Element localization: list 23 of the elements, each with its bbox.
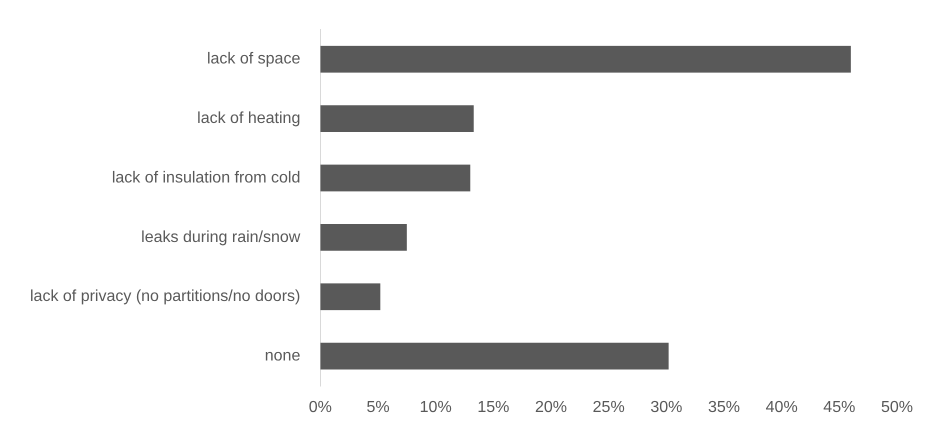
x-tick-label: 40% xyxy=(766,398,798,416)
y-tick-label: lack of insulation from cold xyxy=(112,169,300,186)
x-tick-label: 45% xyxy=(823,398,856,416)
bar xyxy=(320,224,407,251)
x-tick-label: 15% xyxy=(477,398,510,416)
bar xyxy=(320,342,669,370)
x-tick-label: 35% xyxy=(708,398,740,416)
bar xyxy=(320,105,474,132)
y-tick-label: none xyxy=(264,348,300,365)
x-tick-label: 5% xyxy=(366,398,390,416)
x-tick-label: 25% xyxy=(592,398,625,416)
y-tick-label: leaks during rain/snow xyxy=(141,228,301,246)
y-tick-label: lack of heating xyxy=(197,110,300,128)
x-tick-label: 10% xyxy=(420,398,452,416)
y-tick-label: lack of space xyxy=(206,50,300,68)
bar xyxy=(320,164,470,192)
y-tick-label: lack of privacy (no partitions/no doors) xyxy=(30,288,300,306)
bar xyxy=(320,283,380,310)
x-tick-label: 50% xyxy=(880,398,914,416)
x-tick-label: 20% xyxy=(534,398,568,416)
x-tick-label: 0% xyxy=(308,398,332,416)
x-tick-label: 30% xyxy=(650,398,682,416)
bar xyxy=(320,46,851,73)
